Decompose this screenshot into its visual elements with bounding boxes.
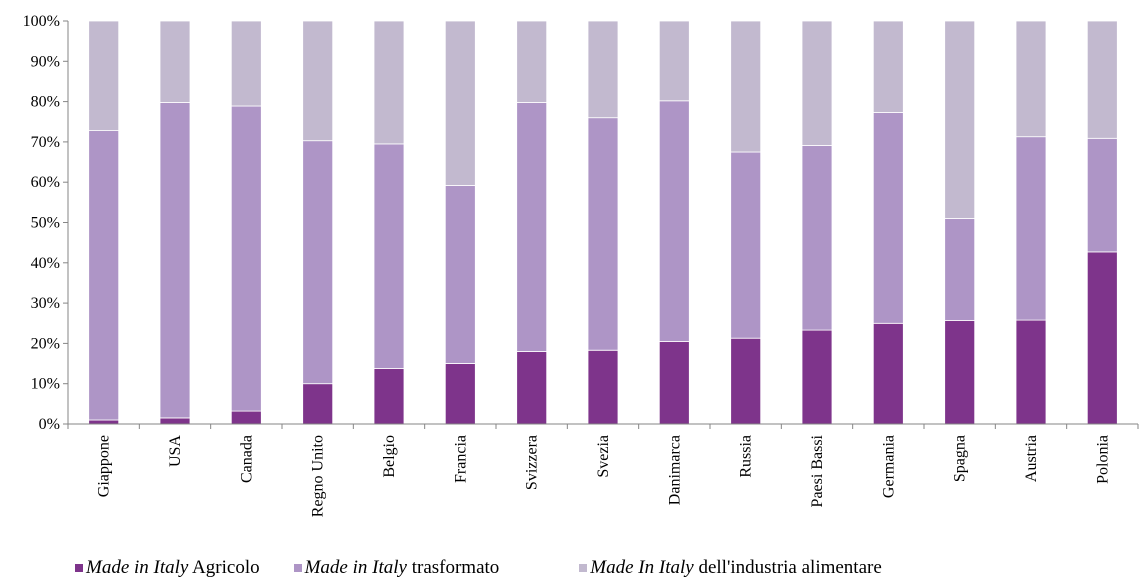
legend-label-italic: Made in Italy: [304, 557, 407, 578]
bar-segment: [1086, 251, 1118, 425]
bar-segment: [444, 363, 476, 425]
bar-segment: [587, 20, 619, 119]
legend-label-italic: Made in Italy: [86, 557, 189, 578]
bar-segment: [444, 184, 476, 364]
bar-segment: [944, 218, 976, 321]
legend-item-trasformato: Made in Italy trasformato: [293, 557, 500, 579]
bar-segment: [444, 20, 476, 186]
bar-segment: [944, 319, 976, 425]
bar-segment: [159, 20, 191, 103]
bar-segment: [658, 20, 690, 102]
stacked-bar-chart: 0% 10% 20% 30% 40% 50% 60% 70% 80% 90% 100% Giappon…: [23, 13, 1139, 517]
bar-segment: [230, 105, 262, 412]
x-tick-label: Austria: [1023, 435, 1040, 482]
bar-segment: [944, 20, 976, 219]
bar-segment: [1086, 137, 1118, 253]
bar-segment: [1015, 319, 1047, 425]
x-tick-label: Russia: [738, 435, 755, 478]
x-tick-label: Svizzera: [524, 435, 541, 490]
bar-segment: [230, 410, 262, 425]
bar-segment: [730, 337, 762, 425]
bar-segment: [801, 145, 833, 331]
y-tick-label: 40%: [31, 255, 60, 272]
bar-segment: [516, 20, 548, 103]
bar-segment: [730, 20, 762, 153]
legend-swatch-industria: [579, 564, 588, 572]
y-tick-label: 100%: [23, 13, 60, 30]
bar-segment: [1086, 20, 1118, 139]
bar-segment: [872, 112, 904, 324]
x-tick-label: Giappone: [96, 435, 113, 497]
bar-segment: [159, 102, 191, 419]
bar-segment: [730, 151, 762, 339]
bar-segment: [658, 100, 690, 342]
bar-segment: [159, 417, 191, 425]
legend-swatch-trasformato: [293, 564, 302, 572]
x-tick-label: Regno Unito: [310, 435, 327, 517]
bar-segment: [230, 20, 262, 107]
x-tick-label: Polonia: [1094, 435, 1111, 484]
y-tick-label: 70%: [31, 134, 60, 151]
legend-swatch-agricolo: [75, 564, 83, 572]
bar-segment: [302, 383, 334, 425]
bar-segment: [88, 419, 120, 425]
x-tick-label: Belgio: [381, 435, 398, 478]
legend-item-industria: Made In Italy dell'industria alimentare: [579, 557, 882, 579]
legend-label-rest: dell'industria alimentare: [693, 557, 882, 578]
x-tick-label: Germania: [880, 435, 897, 498]
y-tick-label: 30%: [31, 295, 60, 312]
y-tick-label: 20%: [31, 335, 60, 352]
bar-segment: [1015, 20, 1047, 138]
bar-segment: [801, 329, 833, 425]
bar-segment: [658, 340, 690, 425]
x-tick-label: Danimarca: [666, 435, 683, 505]
x-tick-label: Canada: [238, 435, 255, 483]
y-tick-label: 0%: [39, 416, 60, 433]
bar-segment: [872, 322, 904, 425]
bar-segment: [801, 20, 833, 146]
bar-segment: [373, 367, 405, 425]
bar-segment: [1015, 136, 1047, 321]
legend-label-rest: trasformato: [406, 557, 500, 578]
x-tick-label: USA: [167, 435, 184, 467]
bar-segment: [373, 143, 405, 369]
bar-segment: [373, 20, 405, 145]
x-tick-label: Paesi Bassi: [809, 434, 826, 507]
bar-segment: [516, 351, 548, 425]
y-tick-label: 50%: [31, 215, 60, 232]
bar-segment: [88, 130, 120, 421]
y-tick-label: 10%: [31, 376, 60, 393]
legend-item-agricolo: Made in Italy Agricolo: [75, 557, 260, 579]
legend-label-italic: Made In Italy: [590, 557, 694, 578]
x-tick-label: Francia: [452, 435, 469, 483]
bar-segment: [872, 20, 904, 113]
x-tick-label: Svezia: [595, 435, 612, 478]
x-tick-label: Spagna: [952, 435, 969, 482]
bar-segment: [302, 20, 334, 142]
bar-segment: [516, 102, 548, 352]
y-tick-label: 60%: [31, 174, 60, 191]
y-tick-label: 90%: [31, 53, 60, 70]
legend-label-rest: Agricolo: [188, 557, 260, 578]
bar-segment: [302, 140, 334, 385]
bar-segment: [88, 20, 120, 131]
legend: Made in Italy Agricolo Made in Italy tra…: [75, 557, 882, 579]
bar-segment: [587, 117, 619, 351]
bar-segment: [587, 349, 619, 425]
y-tick-label: 80%: [31, 94, 60, 111]
